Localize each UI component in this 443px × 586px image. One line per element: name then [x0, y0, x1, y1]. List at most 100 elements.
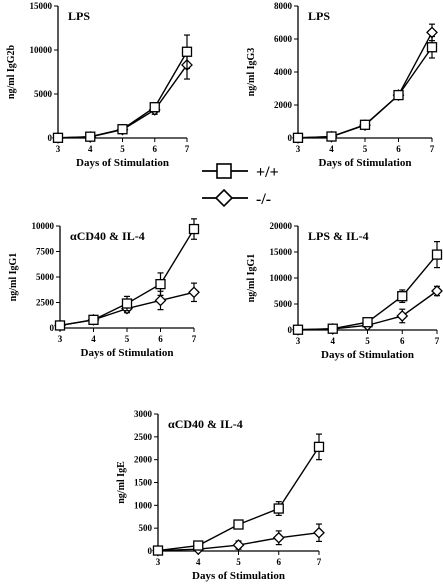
x-tick-label: 6 — [277, 557, 282, 567]
chart-panel-3: 0 2500 5000 7500 10000 3 4 5 6 7 Days of Stimulati… — [8, 218, 200, 359]
data-point-diamond — [154, 294, 167, 307]
series-wildtype — [292, 241, 443, 335]
x-tick-label: 7 — [185, 144, 190, 154]
y-tick-label: 20000 — [270, 221, 293, 231]
x-tick-label: 3 — [296, 144, 301, 154]
x-tick-label: 7 — [192, 334, 197, 344]
data-point-diamond — [188, 286, 200, 299]
data-point-diamond — [431, 285, 443, 297]
y-tick-label: 1500 — [134, 478, 153, 488]
data-point-square — [327, 323, 338, 334]
data-point-square — [149, 102, 160, 113]
y-axis-label: ng/ml IgE — [116, 461, 127, 504]
y-tick-label: 4000 — [274, 67, 293, 77]
y-tick-label: 0 — [288, 325, 293, 335]
y-tick-label: 2000 — [274, 100, 293, 110]
x-axis-label: Days of Stimulation — [76, 157, 169, 169]
data-point-square — [426, 42, 438, 53]
panel-title: αCD40 & IL-4 — [70, 229, 145, 243]
y-tick-label: 7500 — [36, 247, 55, 257]
data-point-square — [362, 317, 373, 328]
y-tick-label: 10000 — [30, 45, 53, 55]
y-tick-label: 1000 — [134, 500, 153, 510]
data-point-diamond — [272, 531, 285, 544]
x-tick-label: 4 — [196, 557, 201, 567]
data-point-diamond — [426, 26, 438, 39]
x-axis-label: Days of Stimulation — [321, 349, 414, 361]
data-point-square — [233, 519, 244, 530]
y-tick-label: 6000 — [274, 34, 293, 44]
data-point-square — [431, 249, 443, 260]
panel-title: LPS — [68, 9, 90, 23]
data-point-square — [152, 545, 164, 556]
legend-label-ko: -/- — [256, 191, 271, 208]
y-tick-label: 10000 — [32, 221, 55, 231]
y-tick-label: 15000 — [270, 247, 293, 257]
series-wildtype — [292, 35, 438, 143]
y-tick-label: 10000 — [270, 273, 293, 283]
data-point-diamond — [396, 310, 409, 322]
y-axis-label: ng/ml IgG1 — [246, 254, 257, 303]
legend-square-marker — [216, 163, 232, 179]
x-axis-label: Days of Stimulation — [192, 570, 285, 582]
data-point-square — [397, 291, 408, 302]
series-line — [157, 446, 320, 552]
panel-title: αCD40 & IL-4 — [168, 417, 243, 431]
y-tick-label: 2500 — [134, 432, 153, 442]
chart-panel-2: 0 2000 4000 6000 8000 3 4 5 6 7 Days of Stimulatio… — [246, 1, 438, 169]
x-tick-label: 3 — [296, 336, 301, 346]
y-tick-label: 0 — [50, 323, 55, 333]
x-tick-label: 4 — [91, 334, 96, 344]
x-tick-label: 5 — [120, 144, 125, 154]
data-point-square — [85, 131, 96, 142]
panel-title: LPS — [308, 9, 330, 23]
series-knockout — [152, 523, 325, 557]
series-wildtype — [152, 433, 325, 556]
y-tick-label: 2000 — [134, 455, 153, 465]
y-tick-label: 5000 — [34, 89, 53, 99]
y-tick-label: 0 — [148, 546, 153, 556]
x-tick-label: 5 — [236, 557, 241, 567]
data-point-square — [188, 223, 200, 235]
data-point-square — [121, 298, 133, 309]
data-point-square — [359, 119, 371, 130]
chart-panel-4: 0 5000 10000 15000 20000 3 4 5 6 7 Days of Stimula… — [246, 221, 443, 361]
x-tick-label: 5 — [363, 144, 368, 154]
y-axis-label: ng/ml IgG1 — [8, 253, 19, 302]
y-tick-label: 5000 — [274, 299, 293, 309]
y-tick-label: 15000 — [30, 1, 53, 11]
x-tick-label: 6 — [396, 144, 401, 154]
data-point-square — [193, 540, 204, 551]
y-tick-label: 500 — [139, 523, 153, 533]
x-tick-label: 6 — [153, 144, 158, 154]
y-axis-label: ng/ml IgG2b — [6, 44, 17, 99]
data-point-square — [326, 131, 337, 142]
panel-title: LPS & IL-4 — [308, 229, 369, 243]
x-axis-label: Days of Stimulation — [81, 347, 174, 359]
series-knockout — [292, 285, 443, 336]
data-point-square — [155, 278, 166, 290]
x-tick-label: 7 — [317, 557, 322, 567]
data-point-square — [88, 314, 99, 325]
data-point-square — [292, 132, 304, 143]
x-tick-label: 6 — [158, 334, 163, 344]
y-tick-label: 8000 — [274, 1, 293, 11]
x-tick-label: 4 — [331, 336, 336, 346]
x-tick-label: 7 — [435, 336, 440, 346]
data-point-square — [117, 124, 128, 135]
data-point-square — [393, 89, 404, 101]
x-tick-label: 3 — [58, 334, 63, 344]
data-point-square — [181, 46, 193, 57]
data-point-square — [273, 503, 284, 514]
y-axis-label: ng/ml IgG3 — [246, 48, 257, 97]
chart-panel-1: 0 5000 10000 15000 3 4 5 6 7 Days of Stimulation n… — [6, 1, 193, 169]
chart-panel-5: 0 500 1000 1500 2000 2500 3000 3 4 5 6 7 Days of Sti… — [116, 409, 325, 582]
x-tick-label: 3 — [156, 557, 161, 567]
y-tick-label: 3000 — [134, 409, 153, 419]
y-tick-label: 2500 — [36, 298, 55, 308]
data-point-square — [54, 320, 66, 331]
x-tick-label: 5 — [125, 334, 130, 344]
x-tick-label: 3 — [56, 144, 61, 154]
